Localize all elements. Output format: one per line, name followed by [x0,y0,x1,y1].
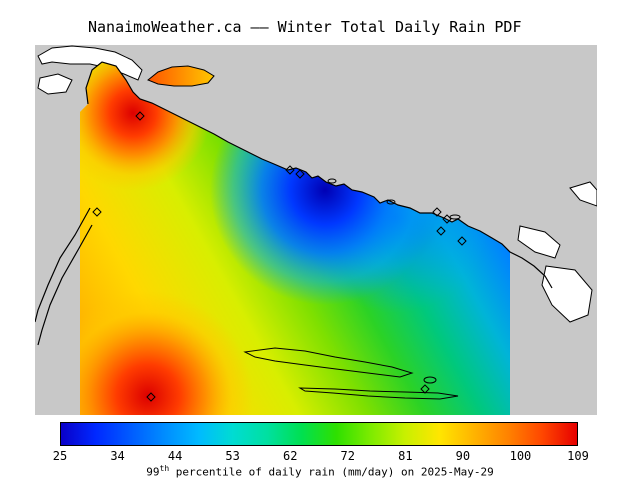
station-marker [92,207,102,217]
station-marker [135,111,145,121]
station-marker [436,226,446,236]
island-outline-1 [243,347,414,378]
caption-superscript: th [159,464,170,473]
colorbar-tick: 90 [455,449,471,463]
page-title: NanaimoWeather.ca —— Winter Total Daily … [88,18,522,36]
islet-2 [386,199,396,205]
coastline-main [85,61,553,289]
colorbar-tick: 44 [167,449,183,463]
water-channel-northwest [37,45,143,81]
coastline-west-2 [37,224,93,346]
colorbar-tick: 25 [52,449,68,463]
water-inlet-northeast [569,181,597,207]
station-marker [295,169,305,179]
station-marker [420,384,430,394]
colorbar-tick: 53 [225,449,240,463]
colorbar-ticks: 25 34 44 53 62 72 81 90 100 109 [53,449,589,463]
station-marker [432,207,442,217]
station-markers [92,111,467,402]
weather-map [35,45,597,415]
coastline-west-1 [35,207,91,323]
colorbar-gradient [60,422,578,446]
colorbar-tick: 109 [567,449,589,463]
caption-value: 99 [146,465,160,479]
colorbar-tick: 100 [509,449,532,463]
islet-1 [327,178,337,184]
station-marker [457,236,467,246]
colorbar-tick: 62 [282,449,298,463]
station-marker [285,165,295,175]
colorbar-tick: 72 [340,449,355,463]
island-outline-3 [423,376,437,384]
colorbar-tick: 81 [398,449,413,463]
water-inlet-east-2 [541,265,593,323]
station-marker [146,392,156,402]
station-marker [442,214,452,224]
water-inlet-east-1 [517,225,561,259]
island-outline-2 [298,387,459,400]
colorbar-tick: 34 [110,449,125,463]
caption: 99th percentile of daily rain (mm/day) o… [0,464,640,479]
caption-text: percentile of daily rain (mm/day) on 202… [169,465,494,479]
water-inlet-west [37,73,73,95]
coastal-strip-island [147,65,215,87]
islet-3 [449,214,461,220]
